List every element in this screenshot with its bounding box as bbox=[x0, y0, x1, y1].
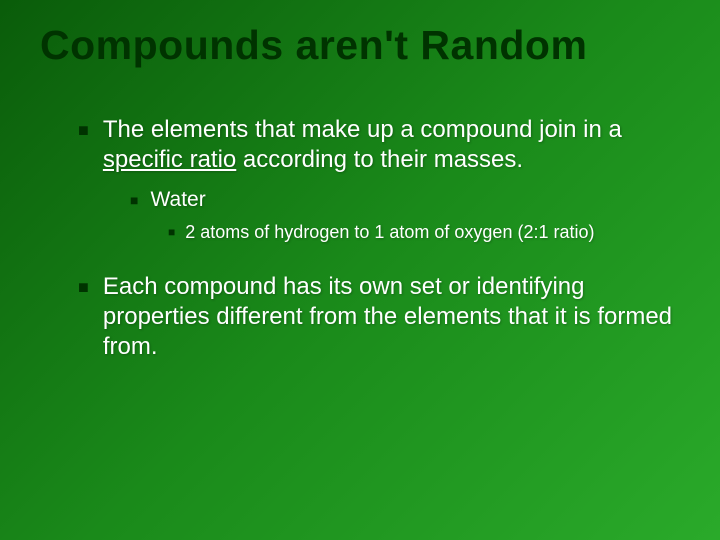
slide-title: Compounds aren't Random bbox=[40, 22, 680, 69]
bullet-level2: ■ Water bbox=[40, 187, 680, 213]
underlined-text: specific ratio bbox=[103, 146, 236, 173]
bullet-text: Each compound has its own set or identif… bbox=[103, 272, 680, 362]
text-segment: The elements that make up a compound joi… bbox=[103, 116, 622, 143]
bullet-text: The elements that make up a compound joi… bbox=[103, 115, 680, 175]
bullet-level1: ■ The elements that make up a compound j… bbox=[40, 115, 680, 175]
text-segment: according to their masses. bbox=[236, 146, 523, 173]
bullet-text: Water bbox=[150, 187, 205, 213]
bullet-marker-icon: ■ bbox=[168, 221, 175, 244]
bullet-text: 2 atoms of hydrogen to 1 atom of oxygen … bbox=[185, 221, 594, 244]
bullet-level1: ■ Each compound has its own set or ident… bbox=[40, 272, 680, 362]
bullet-marker-icon: ■ bbox=[78, 115, 89, 175]
bullet-level3: ■ 2 atoms of hydrogen to 1 atom of oxyge… bbox=[40, 221, 680, 244]
bullet-marker-icon: ■ bbox=[78, 272, 89, 362]
bullet-marker-icon: ■ bbox=[130, 187, 138, 213]
